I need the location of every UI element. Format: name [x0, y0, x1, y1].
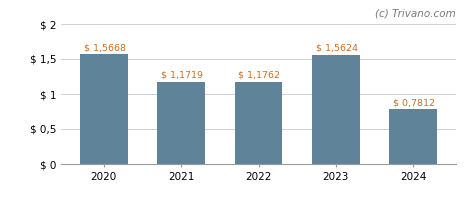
Bar — [389, 109, 437, 164]
Text: $ 0,7812: $ 0,7812 — [393, 98, 435, 107]
Bar — [312, 55, 360, 164]
Bar — [80, 54, 128, 164]
Bar — [235, 82, 282, 164]
Text: $ 1,1762: $ 1,1762 — [238, 71, 280, 80]
Text: $ 1,1719: $ 1,1719 — [161, 71, 203, 80]
Bar — [157, 82, 205, 164]
Text: (c) Trivano.com: (c) Trivano.com — [375, 8, 456, 18]
Text: $ 1,5668: $ 1,5668 — [84, 43, 125, 52]
Text: $ 1,5624: $ 1,5624 — [316, 44, 358, 53]
